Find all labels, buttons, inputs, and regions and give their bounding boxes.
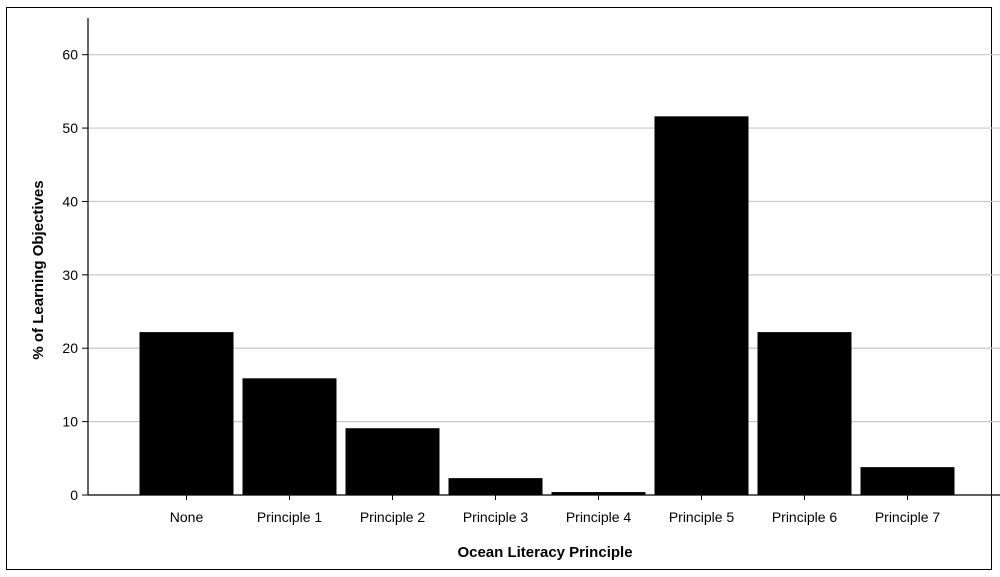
x-tick-label: None [170,509,204,525]
x-tick-label: Principle 6 [772,509,838,525]
x-tick-label: Principle 2 [360,509,426,525]
bar-2 [345,428,440,495]
x-tick-label: Principle 7 [875,509,941,525]
x-tick-label: Principle 3 [463,509,529,525]
bar-1 [242,378,337,495]
bar-4 [551,492,646,495]
x-tick-label: Principle 5 [669,509,735,525]
y-tick-label: 30 [62,267,78,283]
x-tick-labels: None Principle 1 Principle 2 Principle 3 Pri… [170,495,941,525]
bar-7 [860,467,955,495]
axes [87,18,1000,496]
bar-5 [654,116,749,495]
x-axis-title: Ocean Literacy Principle [457,544,632,561]
bar-0 [139,332,234,495]
x-tick-label: Principle 4 [566,509,632,525]
bar-6 [757,332,852,495]
y-tick-label: 10 [62,414,78,430]
y-tick-label: 0 [70,487,78,503]
y-tick-label: 20 [62,340,78,356]
y-tick-label: 40 [62,193,78,209]
y-axis-title: % of Learning Objectives [30,180,47,359]
bar-3 [448,478,543,495]
y-tick-label: 60 [62,47,78,63]
bars [139,116,955,495]
y-tick-label: 50 [62,120,78,136]
y-tick-labels: 0 10 20 30 40 50 60 [62,47,88,503]
x-tick-label: Principle 1 [257,509,323,525]
